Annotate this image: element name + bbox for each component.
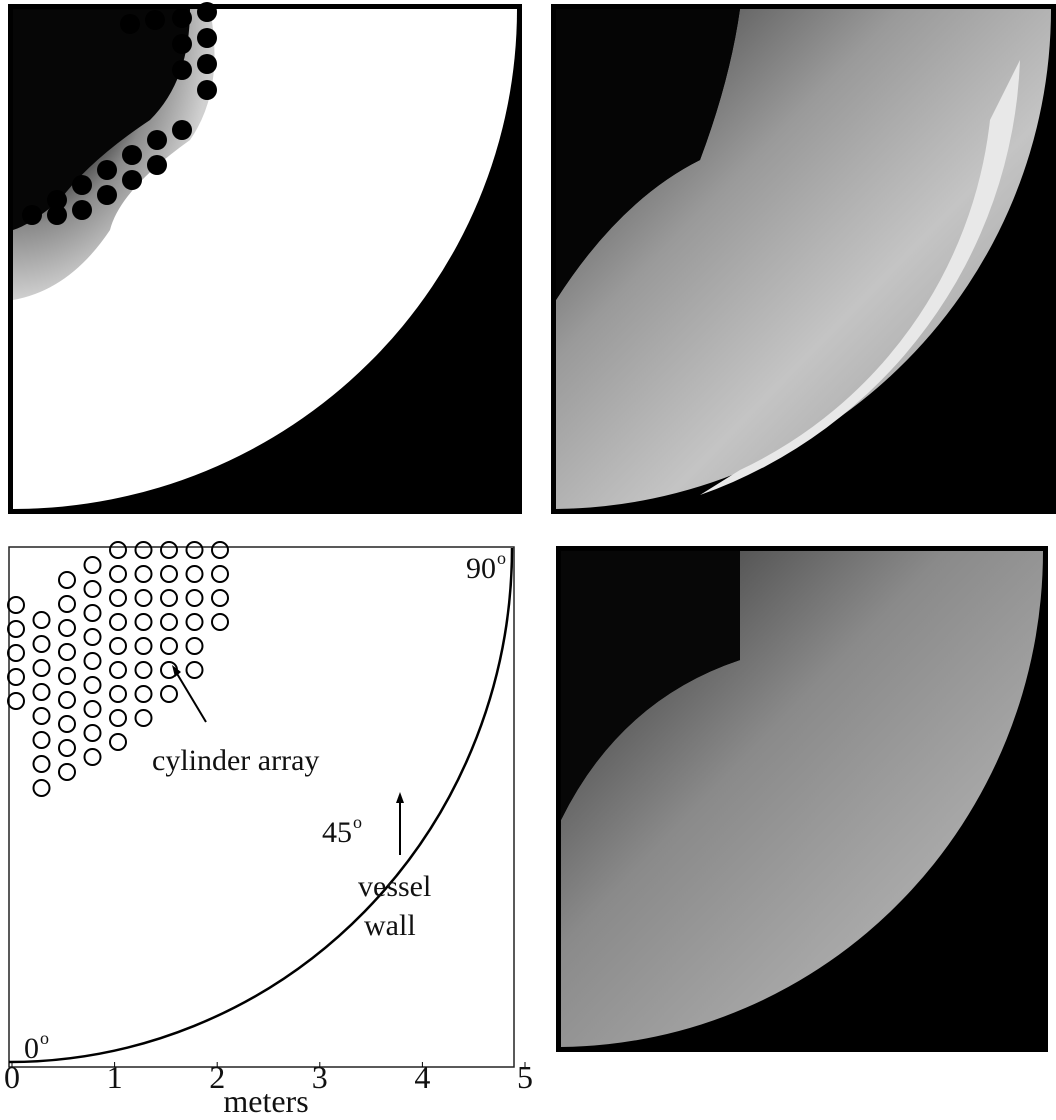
angle-degree: o	[353, 812, 362, 832]
dot	[97, 160, 117, 180]
dot	[197, 54, 217, 74]
dot	[197, 28, 217, 48]
angle-degree: o	[40, 1028, 49, 1048]
angle-label: 45	[322, 816, 352, 849]
dot	[120, 14, 140, 34]
dot	[72, 175, 92, 195]
dot	[22, 205, 42, 225]
panel-bottom-right	[556, 546, 1048, 1052]
panel-top-left	[8, 2, 522, 514]
label: cylinder array	[152, 744, 319, 777]
dot	[197, 80, 217, 100]
dot	[72, 200, 92, 220]
dot	[147, 155, 167, 175]
dot	[172, 8, 192, 28]
dot	[122, 170, 142, 190]
label: vessel	[358, 870, 431, 903]
figure: cylinder array vessel wall meters 012345…	[0, 0, 1056, 1120]
axis-title: meters	[223, 1083, 308, 1119]
dot	[122, 145, 142, 165]
dot	[172, 34, 192, 54]
dot	[47, 205, 67, 225]
dot	[145, 10, 165, 30]
panel-bottom-left: cylinder array vessel wall	[8, 542, 514, 1067]
dot	[97, 185, 117, 205]
dot	[197, 2, 217, 22]
panel-top-right	[551, 4, 1056, 514]
angle-degree: o	[497, 548, 506, 568]
dot	[172, 120, 192, 140]
angle-label: 90	[466, 552, 496, 585]
label: wall	[364, 909, 416, 942]
angle-label: 0	[24, 1032, 39, 1065]
dot	[172, 60, 192, 80]
dot	[147, 130, 167, 150]
